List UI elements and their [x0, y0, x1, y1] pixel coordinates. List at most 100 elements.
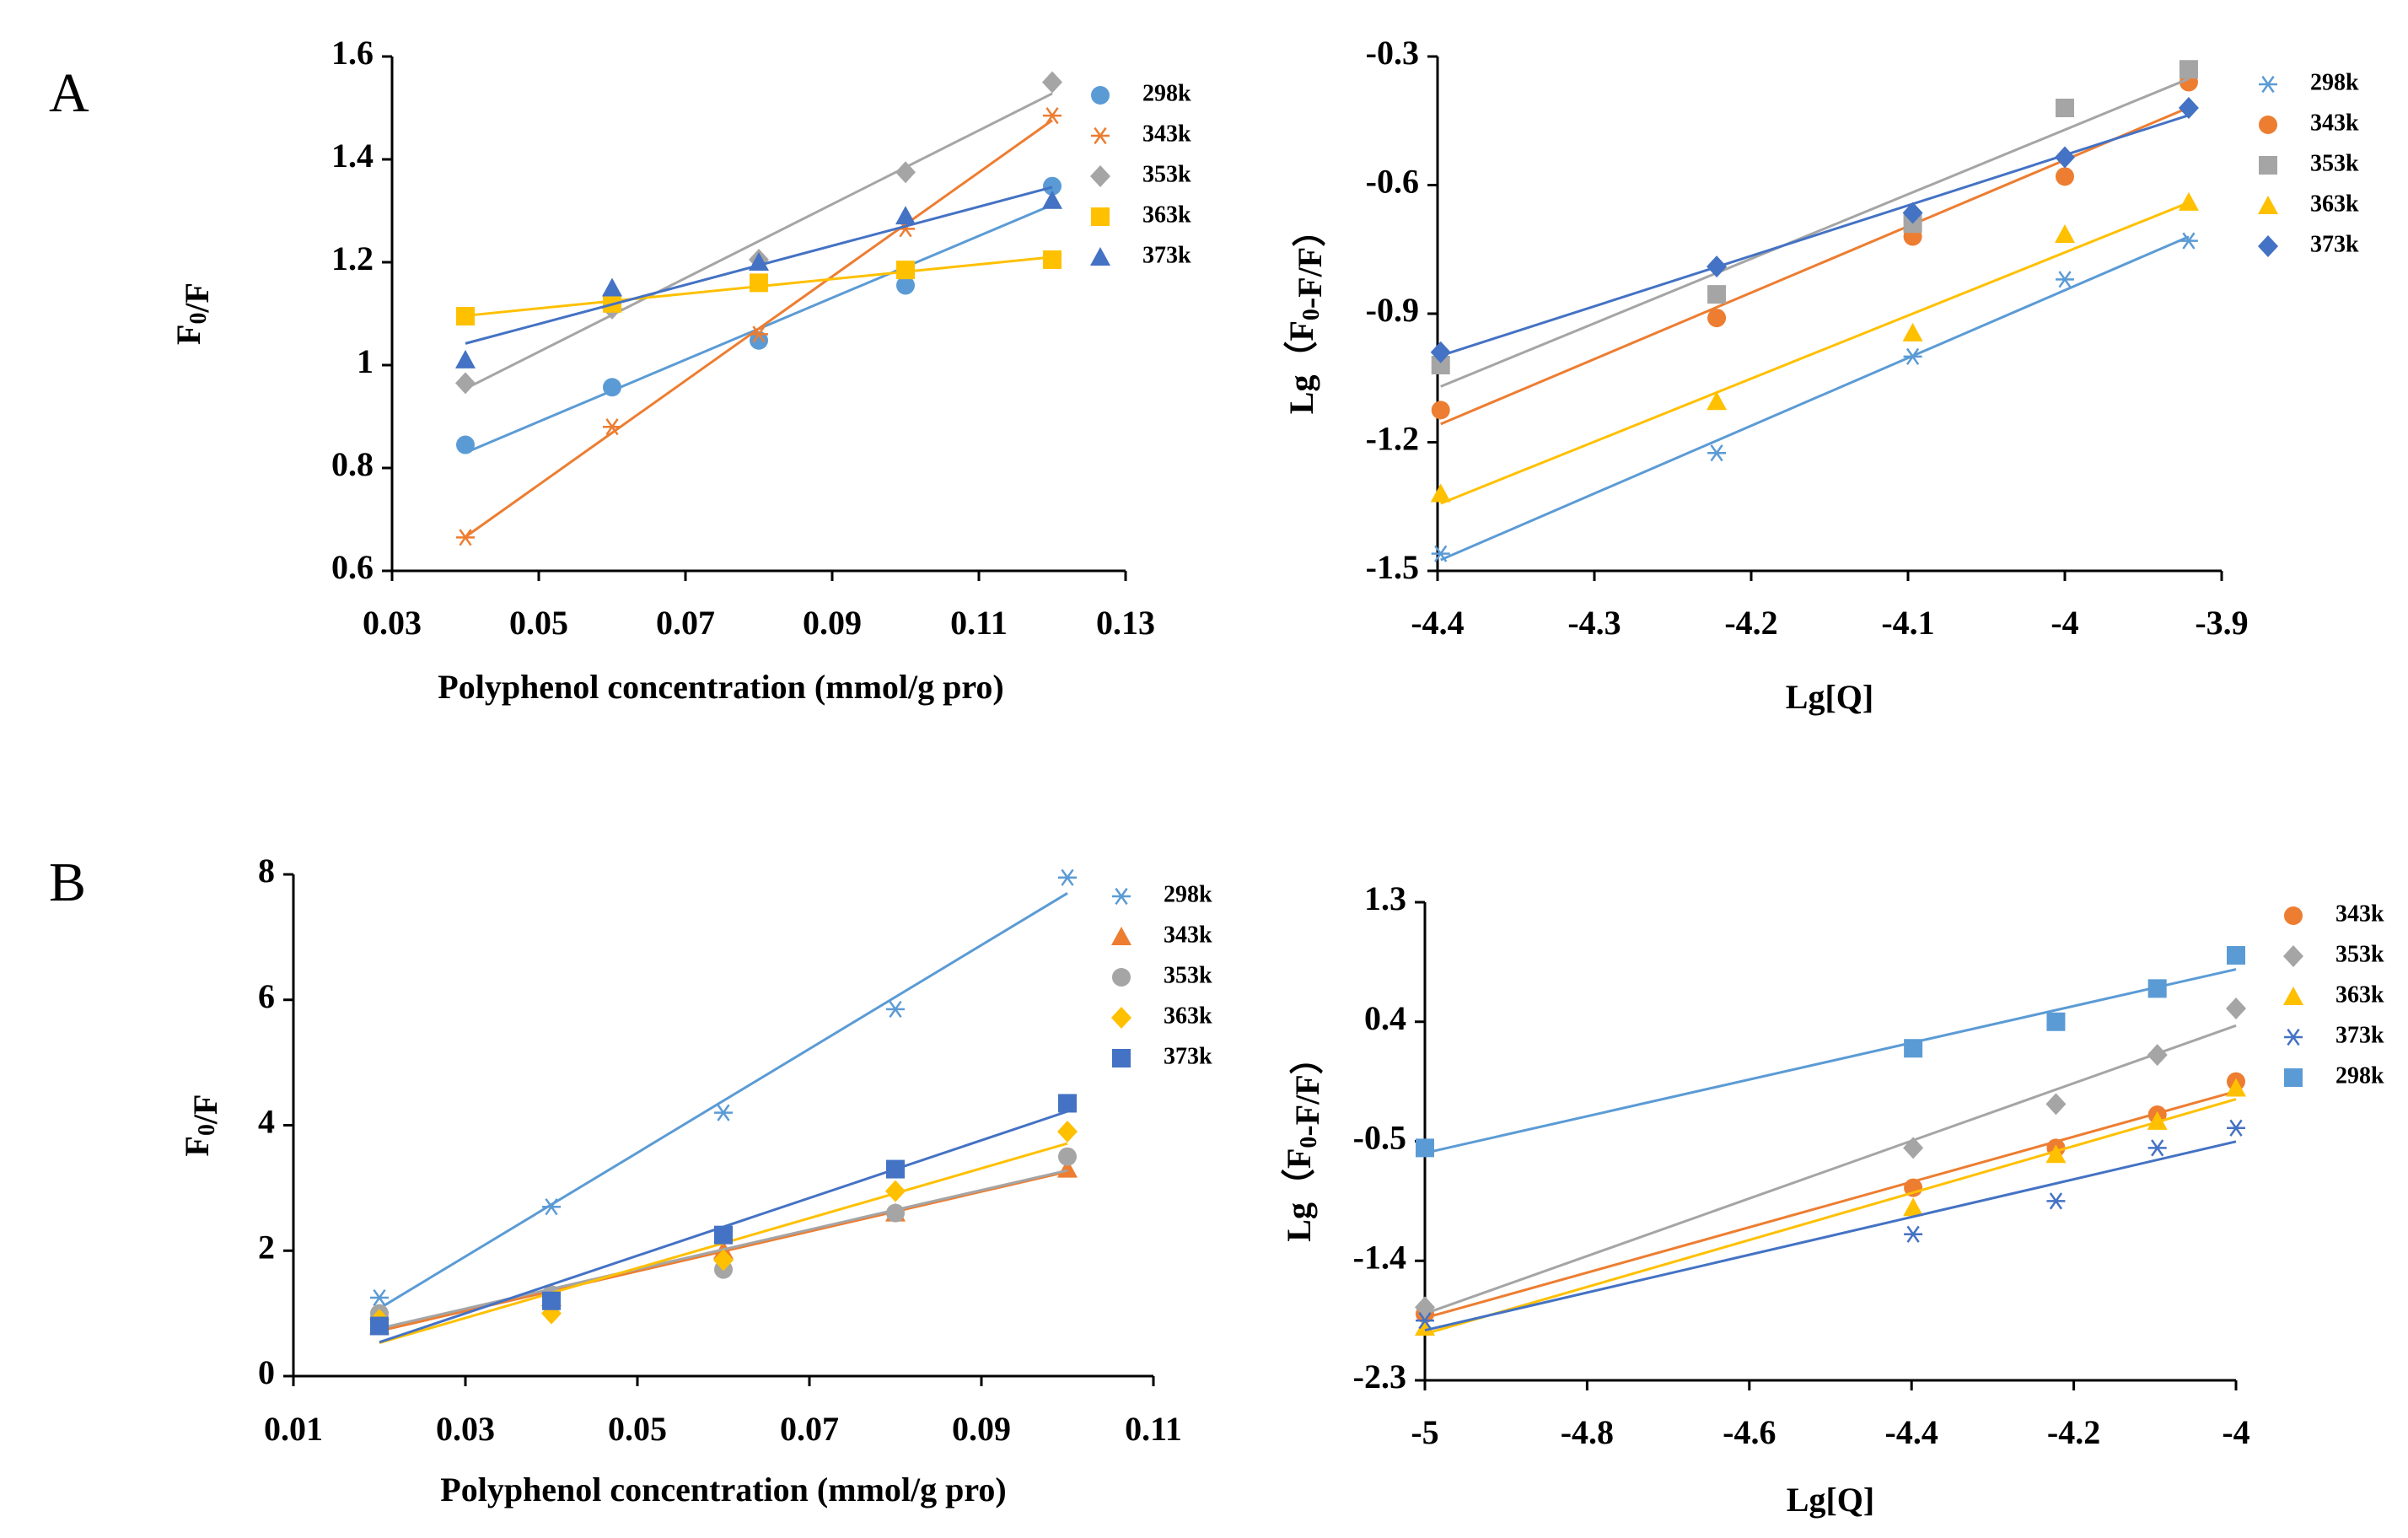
legend-marker-298k	[1112, 887, 1131, 906]
legend-label: 363k	[2335, 981, 2384, 1008]
legend-label: 373k	[2310, 231, 2359, 257]
legend-label: 298k	[1142, 80, 1191, 106]
data-point-343k	[1043, 107, 1062, 125]
data-point-353k	[1903, 1137, 1924, 1159]
data-point-373k	[2046, 1192, 2066, 1210]
x-tick-label: 0.11	[950, 604, 1008, 642]
trendline-298k	[1424, 968, 2237, 1154]
legend-label: 343k	[2335, 901, 2384, 927]
data-point-298k	[1431, 545, 1450, 562]
data-point-353k	[2226, 998, 2246, 1019]
y-tick-label: -0.6	[1366, 163, 1419, 201]
legend-label: 373k	[1142, 242, 1191, 268]
data-point-363k	[456, 307, 475, 326]
data-point-298k	[456, 435, 475, 454]
data-point-298k	[2147, 979, 2167, 998]
trendline-353k	[1424, 1024, 2237, 1315]
x-axis-title: Lg[Q]	[1787, 1481, 1874, 1519]
y-tick-label: 2	[258, 1228, 275, 1266]
series-363k	[456, 250, 1062, 326]
trendline-373k	[1440, 114, 2190, 358]
data-point-298k	[2056, 271, 2074, 288]
trendline-343k	[465, 119, 1053, 538]
data-point-363k	[1707, 391, 1728, 411]
series-343k	[1431, 73, 2198, 426]
x-tick-label: 0.03	[363, 604, 422, 642]
data-point-373k	[749, 252, 769, 271]
y-tick-label: 1.3	[1364, 879, 1406, 917]
series-298k	[456, 176, 1062, 454]
x-tick-label: 0.05	[608, 1410, 667, 1448]
chart-b-right: -2.3 -1.4 -0.5 0.4 1.3 -5 -4.8 -4.6 -4.4 -4.2 -4 Lg…	[1280, 879, 2384, 1519]
legend-marker-298k	[2259, 75, 2277, 94]
legend-label: 353k	[1164, 962, 1212, 988]
series-373k	[1416, 1119, 2245, 1332]
chart-a-right: -1.5 -1.2 -0.9 -0.6 -0.3 -4.4 -4.3 -4.2 -4.1 -4 -3…	[1282, 34, 2359, 716]
data-point-373k	[1416, 1312, 1434, 1330]
data-point-298k	[2046, 1012, 2066, 1031]
y-tick-label: 1.4	[331, 137, 374, 175]
data-point-353k	[895, 161, 916, 184]
data-point-373k	[1430, 341, 1451, 363]
y-tick-label: 0	[258, 1353, 275, 1391]
data-point-373k	[2227, 1119, 2245, 1137]
series-373k	[455, 186, 1062, 368]
series-373k	[1430, 97, 2199, 363]
data-point-353k	[1707, 285, 1727, 304]
y-tick-label: -1.4	[1353, 1238, 1406, 1276]
data-point-343k	[603, 418, 621, 436]
x-tick-label: -3.9	[2195, 604, 2248, 642]
legend-label: 343k	[1142, 121, 1191, 147]
legend-marker-353k	[1090, 165, 1110, 187]
legend-marker-363k	[2258, 196, 2278, 214]
y-tick-label: 1	[357, 342, 374, 380]
data-point-298k	[2227, 946, 2245, 965]
data-point-363k	[2178, 191, 2199, 211]
legend-marker-373k	[2284, 1028, 2303, 1046]
trendline-353k	[1440, 78, 2190, 388]
series-353k	[1415, 998, 2246, 1319]
legend-label: 373k	[1164, 1043, 1212, 1069]
legend-label: 298k	[1164, 881, 1212, 907]
x-axis-title: Polyphenol concentration (mmol/g pro)	[440, 1471, 1006, 1508]
legend-label: 298k	[2310, 69, 2359, 95]
chart-a-left: 0.6 0.8 1 1.2 1.4 1.6 0.03 0.05 0.07 0.09 0.11 0.13…	[169, 34, 1191, 706]
data-point-373k	[1902, 202, 1923, 224]
data-point-363k	[885, 1180, 906, 1202]
y-tick-label: 0.6	[331, 548, 374, 586]
series-343k	[1416, 1072, 2245, 1324]
legend-marker-343k	[2284, 906, 2303, 925]
trendline-343k	[1440, 106, 2190, 426]
y-tick-label: 1.2	[331, 239, 374, 277]
series-343k	[369, 1159, 1078, 1335]
legend-marker-373k	[1090, 247, 1110, 266]
legend-label: 353k	[2310, 150, 2359, 176]
trendline-363k	[1440, 201, 2190, 505]
data-point-298k	[750, 331, 768, 350]
x-tick-label: -4.1	[1881, 604, 1934, 642]
y-tick-label: -1.2	[1366, 420, 1419, 458]
legend-label: 353k	[2335, 941, 2384, 967]
x-tick-label: 0.01	[264, 1410, 323, 1448]
x-tick-label: -4	[2051, 604, 2078, 642]
x-tick-label: 0.11	[1125, 1410, 1182, 1448]
data-point-298k	[714, 1104, 733, 1121]
data-point-353k	[455, 372, 476, 395]
data-point-298k	[2179, 232, 2198, 250]
data-point-363k	[1057, 1120, 1078, 1143]
data-point-298k	[1058, 868, 1077, 886]
data-point-353k	[1042, 71, 1062, 94]
data-point-298k	[1903, 347, 1922, 365]
data-point-298k	[603, 378, 621, 397]
data-point-363k	[1430, 483, 1451, 503]
x-tick-label: -4.4	[1411, 604, 1464, 642]
x-axis-title: Lg[Q]	[1786, 678, 1873, 716]
series-353k	[1431, 60, 2198, 388]
data-point-373k	[2147, 1139, 2167, 1157]
data-point-373k	[2178, 97, 2199, 119]
data-point-363k	[2055, 223, 2075, 243]
data-point-363k	[1043, 250, 1062, 269]
data-point-298k	[1707, 444, 1727, 462]
y-axis-title: Lg（F0-F/F）	[1280, 1041, 1326, 1241]
